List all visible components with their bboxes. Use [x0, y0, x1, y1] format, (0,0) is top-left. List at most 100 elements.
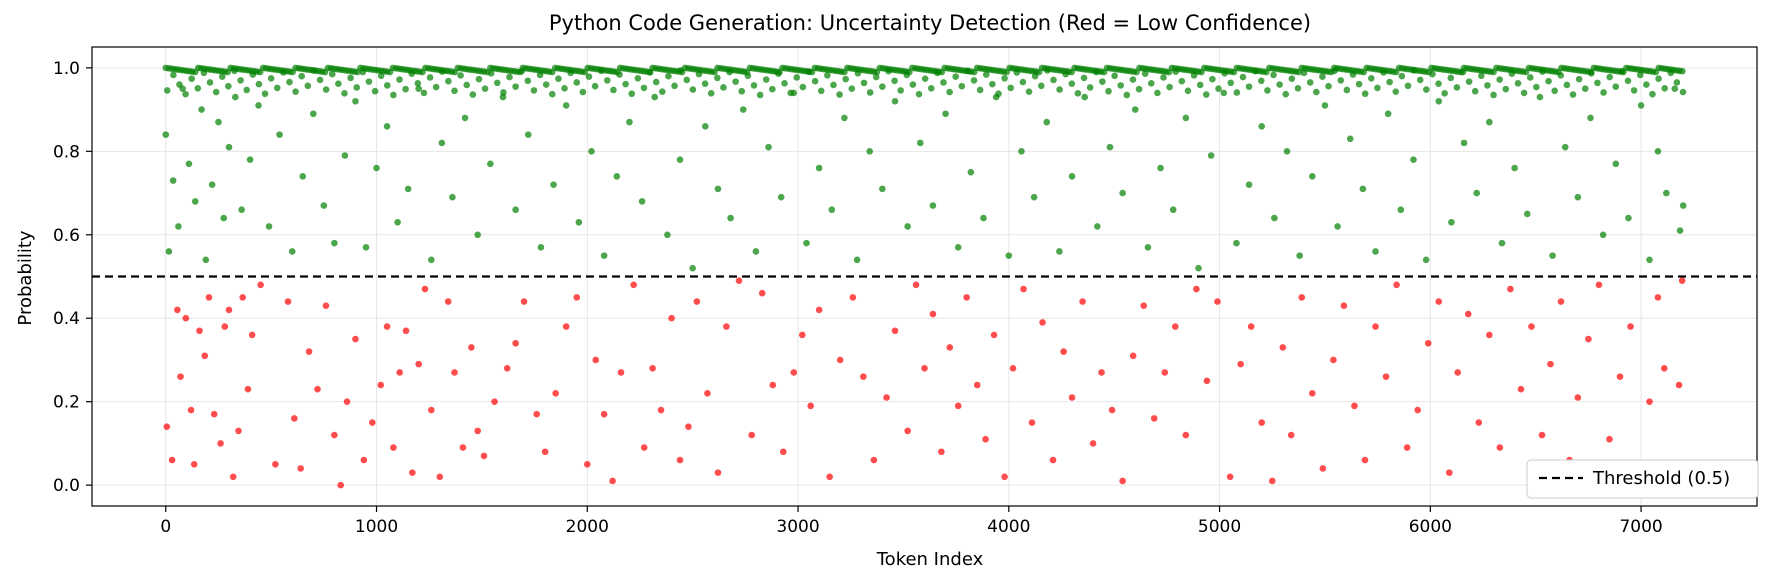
data-point-high — [1245, 181, 1253, 188]
data-point-high — [322, 86, 330, 93]
data-point-high — [487, 160, 494, 168]
data-point-low — [860, 373, 867, 380]
data-point-high — [1346, 135, 1354, 143]
y-tick-label: 1.0 — [53, 59, 80, 79]
x-tick-label: 3000 — [776, 517, 819, 537]
data-point-high — [891, 97, 899, 105]
data-point-high — [273, 84, 281, 92]
data-point-high — [1526, 74, 1534, 81]
data-point-high — [1182, 114, 1190, 122]
data-point-high — [573, 79, 581, 86]
data-point-high — [683, 76, 691, 84]
data-point-low — [617, 369, 625, 376]
data-point-high — [585, 73, 593, 80]
data-point-high — [790, 89, 798, 97]
data-point-high — [646, 69, 654, 76]
data-point-high — [373, 164, 380, 172]
data-point-high — [1447, 74, 1455, 82]
data-point-high — [1283, 148, 1291, 155]
data-point-high — [353, 84, 361, 91]
data-point-high — [1563, 81, 1571, 89]
data-point-high — [402, 85, 409, 93]
data-point-low — [1079, 298, 1086, 305]
data-point-high — [1539, 68, 1546, 75]
data-point-high — [1166, 83, 1173, 91]
x-tick-label: 2000 — [566, 517, 609, 537]
data-point-high — [1068, 80, 1076, 88]
data-point-high — [579, 88, 587, 96]
data-point-high — [726, 68, 733, 76]
y-axis-label: Probability — [15, 230, 36, 325]
data-point-low — [562, 323, 570, 330]
data-point-high — [299, 173, 307, 180]
data-point-high — [1190, 72, 1198, 79]
data-point-low — [225, 306, 233, 314]
data-point-high — [811, 77, 819, 85]
data-point-high — [1184, 87, 1192, 95]
data-point-high — [530, 87, 538, 94]
data-point-low — [779, 448, 787, 456]
data-point-low — [1382, 373, 1390, 380]
data-point-high — [238, 206, 245, 214]
data-point-high — [1459, 68, 1467, 76]
data-point-high — [916, 139, 924, 147]
data-point-high — [777, 193, 785, 201]
confidence-band — [162, 64, 1687, 99]
data-point-low — [990, 331, 998, 339]
data-point-low — [1585, 335, 1592, 343]
data-point-high — [793, 74, 801, 81]
data-point-high — [1294, 85, 1302, 92]
data-point-low — [369, 419, 376, 426]
data-point-high — [927, 85, 935, 92]
data-point-high — [1233, 89, 1241, 96]
data-point-high — [1220, 89, 1228, 97]
data-point-high — [537, 243, 545, 251]
data-point-low — [815, 306, 823, 314]
data-point-low — [1049, 456, 1057, 464]
data-point-high — [1416, 76, 1424, 84]
data-point-low — [541, 448, 549, 456]
data-point-high — [659, 88, 666, 95]
data-point-high — [897, 87, 904, 94]
data-point-low — [1182, 431, 1190, 439]
legend-threshold-label: Threshold (0.5) — [1592, 468, 1730, 489]
data-point-high — [1380, 69, 1387, 76]
data-point-high — [588, 148, 595, 155]
data-point-high — [1092, 68, 1100, 76]
data-point-high — [304, 82, 312, 90]
data-point-high — [185, 160, 193, 168]
data-point-high — [738, 87, 746, 95]
data-point-high — [848, 85, 856, 93]
data-point-low — [248, 331, 256, 339]
data-point-low — [1214, 298, 1221, 305]
data-point-low — [229, 473, 237, 481]
data-point-high — [276, 131, 283, 138]
data-point-high — [879, 185, 886, 193]
data-point-high — [212, 88, 220, 96]
data-point-low — [693, 298, 701, 305]
data-point-high — [616, 71, 623, 78]
data-point-high — [842, 75, 849, 83]
data-point-high — [1649, 90, 1656, 98]
data-point-low — [1424, 339, 1432, 347]
data-point-low — [929, 310, 937, 318]
data-point-high — [1321, 102, 1329, 109]
data-point-high — [390, 91, 397, 99]
data-point-low — [1393, 281, 1400, 289]
data-point-high — [600, 252, 608, 259]
data-point-high — [752, 248, 760, 255]
data-point-high — [1654, 148, 1662, 155]
data-point-low — [1486, 331, 1493, 339]
data-point-low — [284, 298, 292, 305]
data-point-high — [638, 198, 646, 205]
data-point-high — [765, 143, 772, 151]
data-point-low — [1039, 319, 1046, 326]
data-point-high — [1068, 173, 1076, 180]
data-point-low — [849, 294, 857, 301]
data-point-low — [982, 435, 989, 443]
data-point-high — [347, 74, 354, 82]
data-point-high — [1679, 88, 1687, 96]
data-point-high — [1319, 73, 1326, 80]
data-point-high — [989, 80, 996, 88]
data-point-high — [1209, 75, 1216, 83]
